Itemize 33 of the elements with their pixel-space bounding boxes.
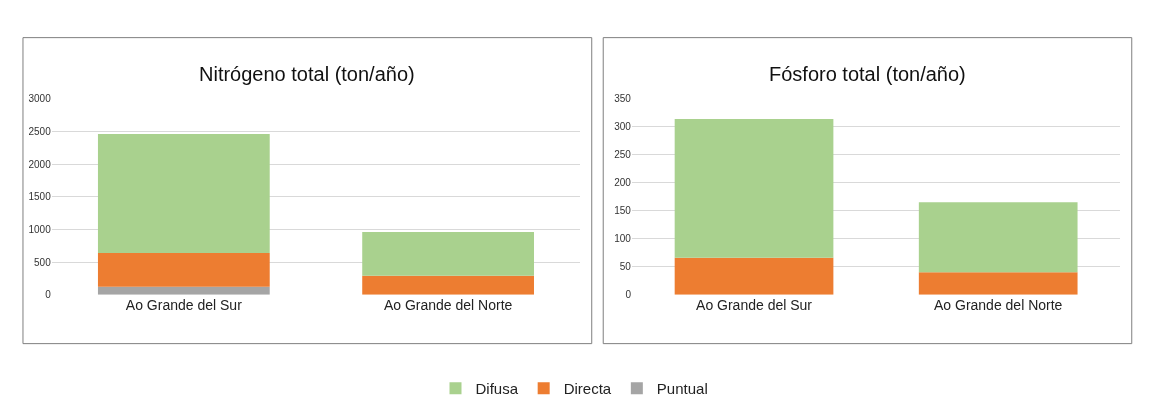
bar — [362, 275, 534, 295]
bar — [97, 286, 270, 295]
y-tick-label: 3000 — [28, 93, 52, 105]
y-tick-label: 350 — [614, 93, 632, 105]
y-tick-label: 50 — [619, 261, 632, 273]
y-tick-label: 250 — [614, 149, 632, 161]
bar — [918, 202, 1078, 273]
bar — [97, 252, 270, 287]
y-tick-label: 100 — [614, 233, 632, 245]
bar — [674, 257, 834, 295]
chart-title: Nitrógeno total (ton/año) — [199, 63, 415, 85]
y-tick-label: 150 — [614, 205, 632, 217]
y-tick-label: 0 — [45, 289, 52, 301]
y-tick-label: 1500 — [28, 191, 52, 203]
x-tick-label: Ao Grande del Sur — [696, 296, 813, 313]
y-tick-label: 1000 — [28, 223, 52, 235]
x-tick-label: Ao Grande del Norte — [933, 296, 1063, 313]
bar — [918, 272, 1078, 295]
chart-title: Fósforo total (ton/año) — [769, 63, 966, 85]
x-tick-label: Ao Grande del Sur — [125, 296, 243, 313]
y-tick-label: 2500 — [28, 125, 52, 137]
legend-label: Directa — [563, 380, 612, 398]
y-tick-label: 2000 — [28, 158, 52, 170]
bar — [362, 232, 534, 276]
y-tick-label: 500 — [34, 256, 52, 268]
legend-label: Puntual — [656, 380, 708, 398]
y-tick-label: 0 — [625, 289, 632, 301]
y-tick-label: 300 — [614, 121, 632, 133]
y-tick-label: 200 — [614, 177, 632, 189]
bar — [674, 118, 834, 258]
bar — [97, 134, 270, 253]
legend-label: Difusa — [475, 380, 519, 398]
x-tick-label: Ao Grande del Norte — [383, 296, 513, 313]
